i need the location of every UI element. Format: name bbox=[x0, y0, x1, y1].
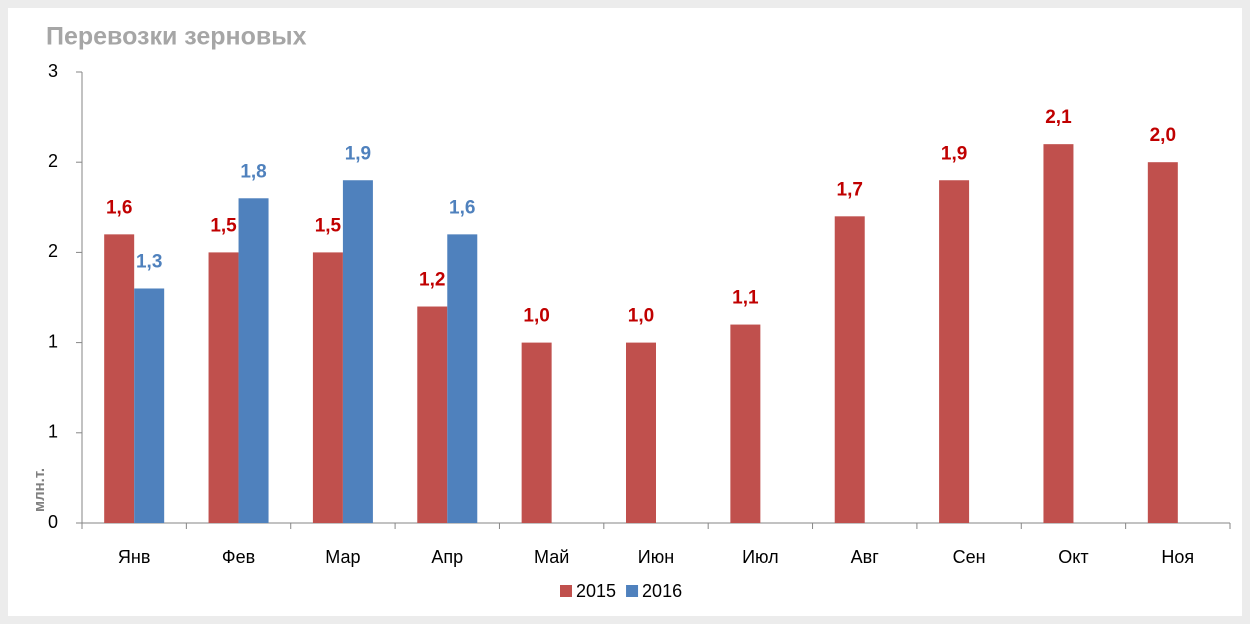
x-tick-label: Мар bbox=[325, 547, 360, 567]
data-label: 1,5 bbox=[210, 215, 237, 236]
data-label: 1,0 bbox=[628, 306, 654, 327]
bar bbox=[134, 288, 165, 523]
bar bbox=[626, 342, 656, 523]
bar bbox=[447, 234, 478, 524]
bar bbox=[104, 234, 135, 524]
chart-title: Перевозки зерновых bbox=[46, 23, 307, 51]
y-tick-label: 0 bbox=[48, 512, 58, 532]
x-tick-label: Ноя bbox=[1161, 547, 1194, 567]
data-label: 1,1 bbox=[732, 288, 759, 309]
data-label: 1,2 bbox=[419, 270, 445, 291]
bar bbox=[834, 216, 865, 523]
x-tick-label: Окт bbox=[1058, 547, 1088, 567]
x-tick-label: Фев bbox=[222, 547, 255, 567]
x-tick-label: Авг bbox=[851, 547, 880, 567]
bar bbox=[1043, 144, 1074, 523]
data-label: 1,7 bbox=[837, 179, 863, 200]
x-tick-label: Апр bbox=[431, 547, 463, 567]
data-label: 1,5 bbox=[315, 215, 342, 236]
y-tick-label: 2 bbox=[48, 151, 58, 171]
data-label: 2,1 bbox=[1045, 107, 1072, 128]
bar bbox=[1147, 162, 1178, 523]
data-label: 1,6 bbox=[449, 197, 475, 218]
y-tick-label: 2 bbox=[48, 241, 58, 261]
legend-label: 2016 bbox=[642, 581, 682, 601]
y-tick-label: 3 bbox=[48, 61, 58, 81]
data-label: 1,0 bbox=[523, 306, 549, 327]
x-tick-label: Май bbox=[534, 547, 569, 567]
y-tick-label: 1 bbox=[48, 331, 58, 351]
bar bbox=[730, 324, 761, 523]
data-label: 1,9 bbox=[941, 143, 967, 164]
data-label: 2,0 bbox=[1150, 125, 1176, 146]
y-tick-label: 1 bbox=[48, 422, 58, 442]
data-label: 1,6 bbox=[106, 197, 132, 218]
x-tick-label: Июл bbox=[742, 547, 779, 567]
x-tick-label: Июн bbox=[638, 547, 674, 567]
bar bbox=[939, 180, 970, 524]
data-label: 1,8 bbox=[240, 161, 266, 182]
bar bbox=[238, 198, 269, 523]
data-label: 1,9 bbox=[345, 143, 371, 164]
bar bbox=[342, 180, 373, 524]
y-axis-label: млн.т. bbox=[31, 468, 48, 512]
x-tick-label: Сен bbox=[953, 547, 986, 567]
x-tick-label: Янв bbox=[118, 547, 151, 567]
bar bbox=[521, 342, 552, 523]
data-label: 1,3 bbox=[136, 251, 162, 272]
bar bbox=[208, 252, 239, 523]
bar bbox=[417, 306, 448, 523]
legend-label: 2015 bbox=[576, 581, 616, 601]
bar bbox=[312, 252, 343, 523]
legend-swatch bbox=[626, 585, 639, 597]
legend-swatch bbox=[560, 585, 572, 597]
